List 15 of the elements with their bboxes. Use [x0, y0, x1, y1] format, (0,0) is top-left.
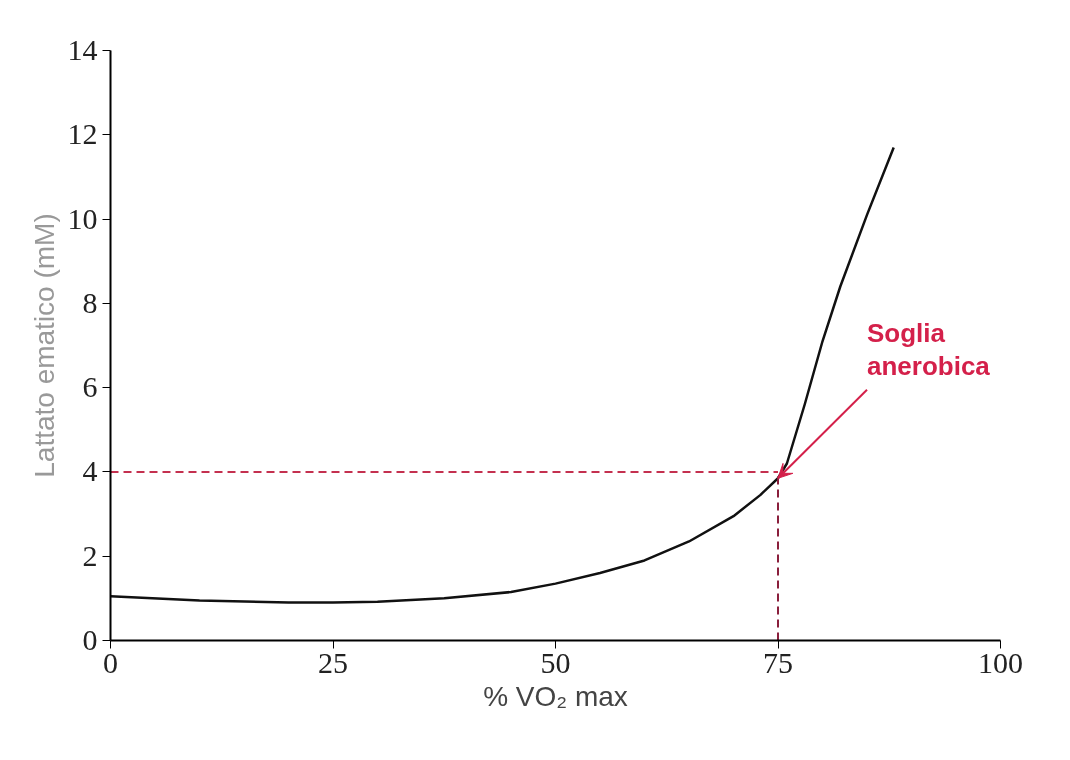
- y-tick-label: 0: [82, 623, 98, 656]
- y-tick-label: 10: [67, 201, 98, 235]
- annotation: Soglia anerobica: [867, 318, 991, 382]
- y-tick-label: 4: [82, 454, 98, 488]
- x-tick-label: 25: [318, 645, 348, 679]
- x-axis-title: % VO₂ max: [483, 680, 628, 712]
- y-tick-label: 2: [82, 538, 98, 572]
- x-tick-label: 75: [763, 645, 793, 679]
- x-tick-label: 100: [978, 645, 1023, 679]
- y-tick-label: 8: [82, 285, 98, 319]
- x-tick-label: 50: [540, 645, 571, 679]
- y-tick-label: 12: [67, 117, 98, 151]
- y-axis-title: Lattato ematico (mM): [28, 213, 60, 478]
- y-tick-label: 6: [82, 370, 98, 404]
- y-tick-label: 14: [67, 33, 98, 66]
